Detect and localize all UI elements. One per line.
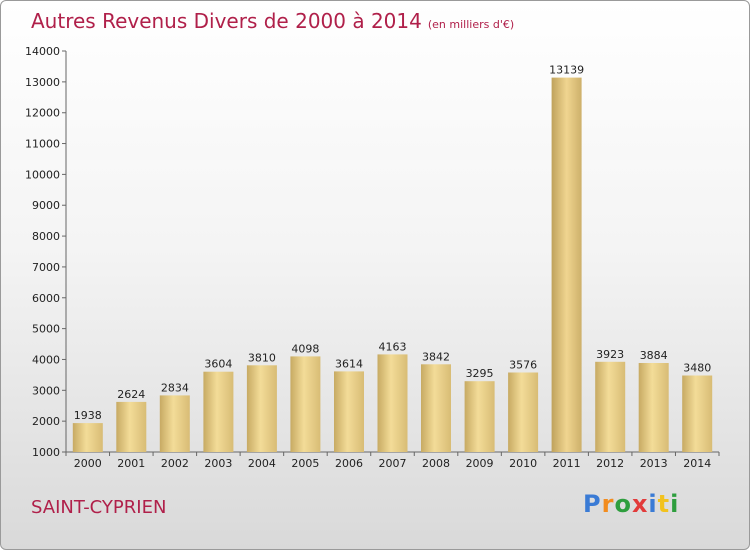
x-tick-label: 2012: [596, 457, 624, 470]
x-tick-label: 2005: [291, 457, 319, 470]
x-tick-label: 2001: [117, 457, 145, 470]
data-label-2003: 3604: [204, 358, 232, 371]
y-tick-label: 1000: [32, 446, 60, 459]
chart-axes: 1000 2000 3000 4000 5000 6000 7000 8000 9000 1000…: [25, 45, 720, 470]
data-label-2010: 3576: [509, 359, 537, 372]
data-label-2013: 3884: [640, 349, 668, 362]
x-tick-label: 2004: [248, 457, 276, 470]
y-tick-label: 11000: [25, 138, 60, 151]
data-label-2002: 2834: [161, 381, 189, 394]
bar-2001: [116, 401, 147, 452]
y-tick-label: 2000: [32, 415, 60, 428]
chart-title: Autres Revenus Divers de 2000 à 2014: [31, 9, 422, 33]
bar-2004: [246, 365, 277, 452]
y-tick-label: 4000: [32, 353, 60, 366]
bar-2008: [421, 364, 451, 452]
bar-2009: [464, 381, 495, 452]
data-label-2005: 4098: [291, 342, 319, 355]
chart-data-labels: 1938 2624 2834 3604 3810 4098 3614 4163 3842 3295…: [74, 64, 711, 423]
x-tick-label: 2013: [640, 457, 668, 470]
data-label-2008: 3842: [422, 350, 450, 363]
bar-2007: [377, 354, 408, 452]
proxiti-logo: Proxiti: [583, 490, 680, 518]
y-tick-label: 3000: [32, 384, 60, 397]
y-tick-label: 10000: [25, 168, 60, 181]
chart-bars: [72, 77, 713, 452]
y-tick-label: 13000: [25, 76, 60, 89]
bar-2006: [334, 371, 364, 452]
bar-2003: [203, 371, 234, 452]
x-tick-label: 2000: [74, 457, 102, 470]
bar-2012: [595, 361, 626, 452]
x-tick-label: 2002: [161, 457, 189, 470]
data-label-2011: 13139: [549, 64, 584, 77]
data-label-2004: 3810: [248, 351, 276, 364]
data-label-2012: 3923: [596, 348, 624, 361]
x-tick-label: 2010: [509, 457, 537, 470]
x-tick-label: 2014: [683, 457, 711, 470]
city-name: SAINT-CYPRIEN: [31, 497, 167, 518]
x-tick-label: 2006: [335, 457, 363, 470]
data-label-2001: 2624: [117, 388, 145, 401]
bar-2000: [72, 423, 103, 452]
bar-2013: [638, 363, 669, 452]
y-tick-label: 9000: [32, 199, 60, 212]
data-label-2009: 3295: [466, 367, 494, 380]
x-tick-label: 2003: [204, 457, 232, 470]
bar-2005: [290, 356, 321, 452]
y-tick-label: 12000: [25, 107, 60, 120]
chart-title-block: Autres Revenus Divers de 2000 à 2014 (en …: [31, 9, 514, 33]
bar-2010: [508, 372, 539, 452]
data-label-2000: 1938: [74, 409, 102, 422]
x-tick-label: 2009: [466, 457, 494, 470]
y-tick-label: 8000: [32, 230, 60, 243]
data-label-2014: 3480: [683, 362, 711, 375]
y-tick-label: 14000: [25, 45, 60, 58]
data-label-2007: 4163: [379, 340, 407, 353]
x-tick-label: 2008: [422, 457, 450, 470]
y-tick-label: 6000: [32, 292, 60, 305]
x-tick-label: 2007: [379, 457, 407, 470]
chart-unit-note: (en milliers d'€): [427, 18, 515, 31]
x-tick-label: 2011: [553, 457, 581, 470]
bar-2014: [682, 375, 713, 452]
y-tick-label: 5000: [32, 323, 60, 336]
bar-2011: [551, 77, 582, 452]
bar-2002: [159, 395, 190, 452]
data-label-2006: 3614: [335, 357, 363, 370]
y-tick-label: 7000: [32, 261, 60, 274]
